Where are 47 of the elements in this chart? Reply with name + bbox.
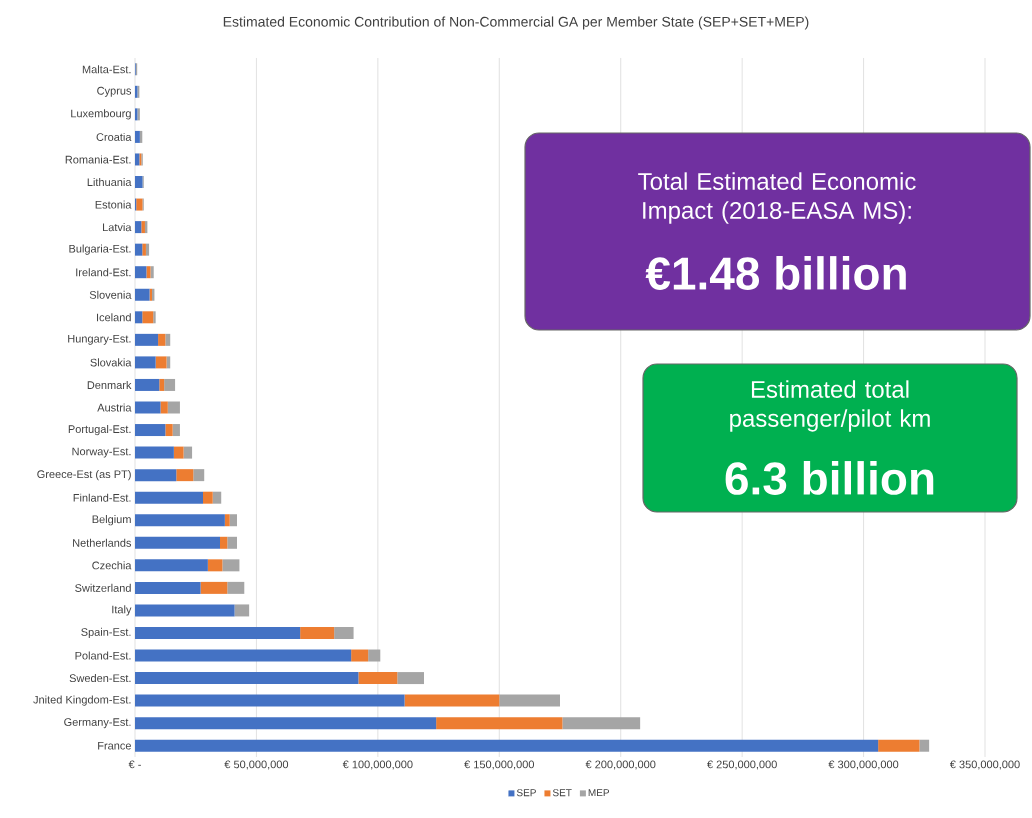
y-tick-label: Finland-Est.: [73, 493, 131, 502]
y-tick-label: Belgium: [92, 515, 131, 526]
y-tick-label: France: [98, 741, 131, 750]
y-tick-label: Latvia: [103, 223, 132, 232]
y-tick-label: Poland-Est.: [75, 651, 131, 660]
annotation: 6.3 billion: [725, 461, 934, 495]
x-tick-label: € 100,000,000: [342, 760, 413, 770]
y-tick-label: Spain-Est.: [81, 627, 131, 639]
y-tick-label: Denmark: [87, 380, 132, 389]
chart-title: Estimated Economic Contribution of Non-Commercial GA per Member State (SEP+SET+MEP): [223, 16, 809, 30]
y-tick-label: Lithuania: [87, 177, 132, 187]
y-tick-label: Portugal-Est.: [68, 424, 131, 436]
x-tick-label: € 250,000,000: [707, 760, 777, 770]
y-tick-label: Ireland-Est.: [76, 268, 131, 277]
y-tick-label: Croatia: [96, 132, 132, 141]
annotation: Estimated total passenger/pilot km: [730, 380, 930, 432]
y-tick-label: Italy: [112, 605, 132, 616]
legend-label: MEP: [588, 789, 610, 797]
y-tick-label: Luxembourg: [71, 109, 131, 120]
y-tick-label: Jnited Kingdom-Est.: [33, 695, 131, 706]
x-tick-label: € -: [128, 760, 141, 769]
y-tick-label: Estonia: [95, 200, 132, 209]
x-tick-label: € 200,000,000: [585, 760, 656, 770]
legend-label: SET: [552, 789, 572, 797]
x-tick-label: € 300,000,000: [828, 760, 899, 770]
x-tick-label: € 350,000,000: [949, 760, 1020, 770]
y-tick-label: Austria: [97, 403, 132, 412]
y-tick-label: Slovakia: [90, 358, 132, 367]
y-tick-label: Hungary-Est.: [68, 334, 131, 345]
annotation: Total Estimated Economic Impact (2018-EASA MS):: [638, 172, 916, 224]
y-tick-label: Cyprus: [97, 86, 132, 97]
annotation: €1.48 billion: [645, 256, 906, 290]
y-tick-label: Germany-Est.: [64, 718, 131, 729]
x-tick-label: € 150,000,000: [464, 760, 534, 770]
y-tick-label: Iceland: [97, 313, 131, 322]
y-tick-label: Romania-Est.: [65, 155, 131, 164]
y-tick-label: Bulgaria-Est.: [69, 244, 131, 255]
y-tick-label: Netherlands: [73, 538, 132, 547]
x-tick-label: € 50,000,000: [224, 760, 289, 770]
y-tick-label: Czechia: [92, 561, 132, 570]
y-tick-label: Greece-Est (as PT): [37, 470, 131, 481]
y-tick-label: Switzerland: [75, 583, 131, 592]
y-tick-label: Malta-Est.: [82, 65, 131, 74]
y-tick-label: Sweden-Est.: [69, 674, 131, 683]
y-tick-label: Norway-Est.: [72, 447, 131, 458]
legend-label: SEP: [516, 789, 536, 797]
y-tick-label: Slovenia: [89, 290, 132, 299]
